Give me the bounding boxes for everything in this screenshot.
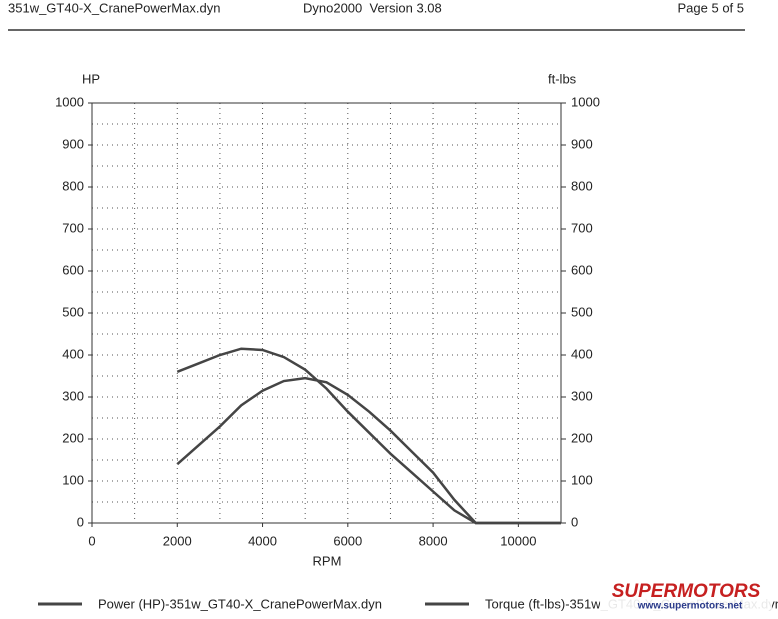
line-series: [176, 376, 561, 525]
y2-tick-label: 700: [571, 220, 593, 235]
y2-tick-label: 300: [571, 388, 593, 403]
watermark-brand: SUPERMOTORS: [612, 581, 761, 602]
y2-tick-label: 900: [571, 136, 593, 151]
y-tick-label: 200: [62, 430, 84, 445]
watermark-bg: [600, 583, 772, 611]
x-axis-label: RPM: [313, 553, 342, 568]
line-series: [176, 347, 561, 525]
y2-tick-label: 500: [571, 304, 593, 319]
y2-tick-label: 1000: [571, 94, 600, 109]
header-right: Page 5 of 5: [678, 0, 745, 15]
y-tick-label: 1000: [55, 94, 84, 109]
y2-tick-label: 400: [571, 346, 593, 361]
y-axis-label: HP: [82, 71, 100, 86]
y-tick-label: 0: [77, 514, 84, 529]
plot-frame: [91, 102, 562, 524]
x-tick-label: 10000: [500, 533, 536, 548]
y2-tick-label: 200: [571, 430, 593, 445]
watermark: SUPERMOTORS www.supermotors.net: [600, 581, 772, 612]
y2-axis-label: ft-lbs: [548, 71, 577, 86]
header-left: 351w_GT40-X_CranePowerMax.dyn: [8, 0, 220, 15]
y-tick-label: 300: [62, 388, 84, 403]
y-tick-label: 500: [62, 304, 84, 319]
y-tick-label: 700: [62, 220, 84, 235]
y-tick-label: 900: [62, 136, 84, 151]
watermark-url: www.supermotors.net: [637, 601, 743, 612]
x-tick-label: 8000: [419, 533, 448, 548]
y2-tick-label: 600: [571, 262, 593, 277]
x-tick-label: 2000: [163, 533, 192, 548]
y-tick-label: 800: [62, 178, 84, 193]
y-tick-label: 400: [62, 346, 84, 361]
y2-tick-label: 800: [571, 178, 593, 193]
legend-label: Power (HP)-351w_GT40-X_CranePowerMax.dyn: [98, 596, 382, 611]
y-tick-label: 100: [62, 472, 84, 487]
x-tick-label: 4000: [248, 533, 277, 548]
header-center: Dyno2000 Version 3.08: [303, 0, 442, 15]
y2-tick-label: 100: [571, 472, 593, 487]
y2-tick-label: 0: [571, 514, 578, 529]
x-tick-label: 6000: [333, 533, 362, 548]
x-tick-label: 0: [88, 533, 95, 548]
y-tick-label: 600: [62, 262, 84, 277]
